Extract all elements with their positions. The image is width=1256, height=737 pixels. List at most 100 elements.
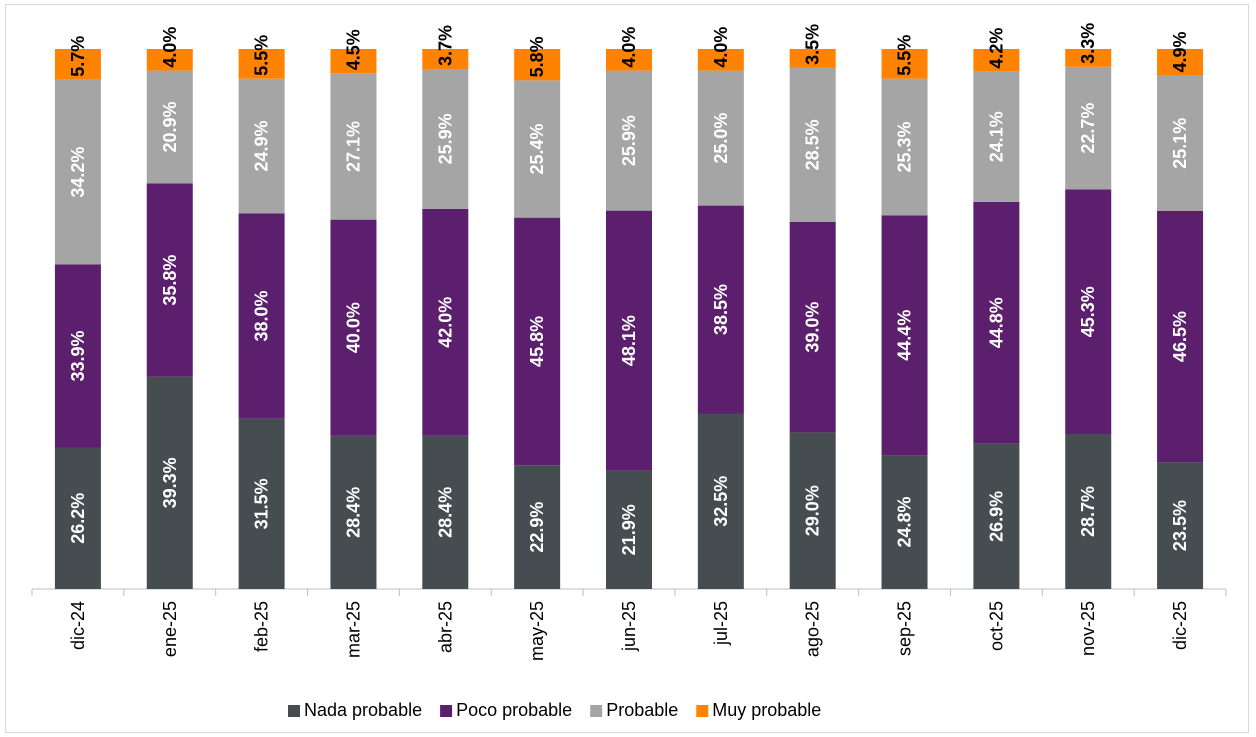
bar-segment xyxy=(606,210,652,471)
data-label: 44.8% xyxy=(986,297,1006,348)
data-label: 24.8% xyxy=(895,497,915,548)
data-label: 20.9% xyxy=(160,102,180,153)
data-label: 25.4% xyxy=(527,123,547,174)
x-tick-label: ago-25 xyxy=(803,601,823,657)
bar-segment xyxy=(422,435,469,589)
bar-segment xyxy=(146,49,193,71)
x-tick-label: abr-25 xyxy=(435,601,455,653)
bar-segment xyxy=(238,213,285,419)
data-label: 24.1% xyxy=(986,111,1006,162)
data-label: 5.5% xyxy=(895,35,915,76)
data-label: 38.5% xyxy=(711,284,731,335)
bar-segment xyxy=(422,49,469,69)
data-label: 28.7% xyxy=(1078,486,1098,537)
bar-segment xyxy=(697,205,744,414)
data-label: 45.8% xyxy=(527,316,547,367)
data-label: 45.3% xyxy=(1078,286,1098,337)
data-label: 32.5% xyxy=(711,476,731,527)
bar-segment xyxy=(789,221,836,433)
bar-segment xyxy=(1065,189,1112,435)
x-tick-label: sep-25 xyxy=(895,601,915,656)
bar-segment xyxy=(606,70,652,211)
bar-segment xyxy=(606,49,652,71)
bar-segment xyxy=(1065,49,1112,67)
x-tick-label: ene-25 xyxy=(160,601,180,657)
bar-segment xyxy=(973,443,1020,589)
data-label: 38.0% xyxy=(252,291,272,342)
data-label: 4.0% xyxy=(619,27,639,68)
bar-segment xyxy=(881,455,928,589)
bar-segment xyxy=(238,78,285,214)
bar-segment xyxy=(973,49,1020,72)
bar-segment xyxy=(789,49,836,68)
bar-segment xyxy=(881,49,928,79)
bar-segment xyxy=(789,432,836,589)
data-label: 23.5% xyxy=(1170,500,1190,551)
data-label: 4.0% xyxy=(160,27,180,68)
data-label: 28.5% xyxy=(803,119,823,170)
x-tick-label: may-25 xyxy=(527,601,547,661)
legend-label: Probable xyxy=(606,700,678,720)
bar-segment xyxy=(514,80,561,218)
x-tick-label: jun-25 xyxy=(619,601,639,652)
data-label: 5.7% xyxy=(68,36,88,77)
data-label: 33.9% xyxy=(68,330,88,381)
data-label: 3.5% xyxy=(803,24,823,65)
x-tick-label: feb-25 xyxy=(252,601,272,652)
bar-segment xyxy=(789,67,836,222)
data-label: 24.9% xyxy=(252,121,272,172)
bar-segment xyxy=(146,183,193,377)
data-label: 46.5% xyxy=(1170,311,1190,362)
legend-swatch xyxy=(590,705,603,717)
legend-label: Poco probable xyxy=(456,700,572,720)
data-label: 29.0% xyxy=(803,485,823,536)
bar-segment xyxy=(973,71,1020,202)
bar-segment xyxy=(330,73,377,220)
bar-segment xyxy=(697,413,744,589)
bar-segment xyxy=(330,435,377,589)
legend-swatch xyxy=(696,705,709,717)
data-label: 4.2% xyxy=(986,28,1006,69)
bar-segment xyxy=(54,447,101,589)
bar-segment xyxy=(330,49,377,74)
bar-segment xyxy=(1157,211,1204,463)
data-label: 26.9% xyxy=(986,491,1006,542)
data-label: 25.0% xyxy=(711,113,731,164)
legend-swatch xyxy=(288,705,300,717)
bar-segment xyxy=(54,264,101,448)
data-label: 25.3% xyxy=(895,121,915,172)
bar-segment xyxy=(606,470,652,589)
data-label: 25.9% xyxy=(435,113,455,164)
data-label: 28.4% xyxy=(343,487,363,538)
bar-segment xyxy=(514,49,561,81)
legend-label: Nada probable xyxy=(304,700,422,720)
bar-segment xyxy=(146,70,193,184)
bar-segment xyxy=(54,79,101,265)
x-tick-label: mar-25 xyxy=(343,601,363,658)
data-label: 3.7% xyxy=(435,25,455,66)
bar-segment xyxy=(1065,66,1112,190)
data-label: 35.8% xyxy=(160,255,180,306)
data-label: 48.1% xyxy=(619,315,639,366)
x-tick-label: dic-25 xyxy=(1170,601,1190,650)
data-label: 4.5% xyxy=(343,29,363,70)
bar-segment xyxy=(1065,434,1112,589)
data-label: 27.1% xyxy=(343,121,363,172)
bar-segment xyxy=(422,208,469,436)
data-label: 44.4% xyxy=(895,310,915,361)
bar-segment xyxy=(54,49,101,80)
bar-segment xyxy=(697,70,744,206)
x-tick-label: nov-25 xyxy=(1078,601,1098,656)
bar-segment xyxy=(1157,75,1204,212)
data-label: 34.2% xyxy=(68,147,88,198)
data-label: 40.0% xyxy=(343,302,363,353)
data-label: 42.0% xyxy=(435,297,455,348)
data-label: 4.0% xyxy=(711,27,731,68)
bar-segment xyxy=(514,465,561,589)
bar-segment xyxy=(146,376,193,589)
bar-segment xyxy=(1157,462,1204,589)
x-tick-label: dic-24 xyxy=(68,601,88,650)
bar-segment xyxy=(881,215,928,456)
data-label: 25.1% xyxy=(1170,118,1190,169)
